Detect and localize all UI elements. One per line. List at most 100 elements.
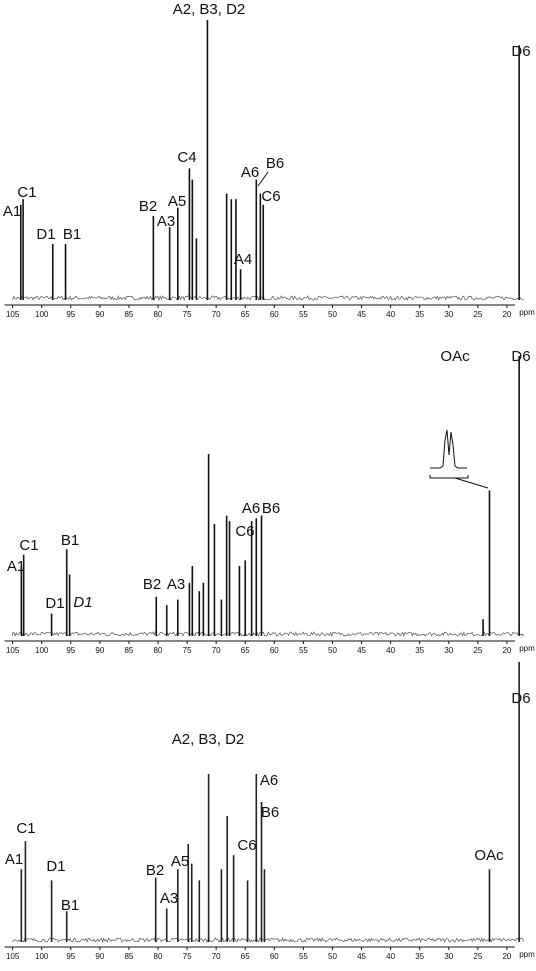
baseline-noise [12,630,525,638]
x-tick-label: 100 [35,952,49,961]
peak-label: D1 [46,858,65,875]
peak-label: A2, B3, D2 [172,731,245,748]
x-tick-label: 65 [241,646,250,655]
peak-label: B1 [61,532,79,549]
peak-label: A6 [260,772,278,789]
x-tick-label: 75 [183,952,192,961]
oac-inset [429,429,489,489]
x-tick-label: 95 [66,646,75,655]
x-tick-label: 70 [212,310,221,319]
peak-label: B1 [63,226,81,243]
x-tick-label: 30 [444,310,453,319]
x-tick-label: 35 [415,952,424,961]
inset-leader [454,477,489,489]
x-tick-label: 55 [299,646,308,655]
x-tick-label: 75 [183,646,192,655]
peak-label: D6 [511,690,530,707]
x-tick-label: 90 [95,952,104,961]
peak-label: D1 [73,594,92,611]
x-tick-label: 30 [444,646,453,655]
x-tick-label: 55 [299,952,308,961]
x-tick-label: 55 [299,310,308,319]
peak-label: A5 [168,193,186,210]
peak-label: A3 [160,890,178,907]
x-axis-label: ppm [519,308,535,317]
x-tick-label: 95 [66,952,75,961]
peak-label: C1 [16,820,35,837]
peak-label: A3 [167,576,185,593]
x-tick-label: 100 [35,310,49,319]
x-tick-label: 105 [6,646,20,655]
peak-label: A3 [157,213,175,230]
x-tick-label: 50 [328,310,337,319]
spectrum-panel: 105 100 95 90 85 80 75 70 65 60 55 50 45 40 35 30 25 20 pp… [4,348,535,655]
x-tick-label: 85 [124,646,133,655]
inset-spectrum [430,429,467,469]
x-tick-label: 65 [241,952,250,961]
x-tick-label: 80 [154,952,163,961]
x-tick-label: 80 [154,310,163,319]
peak-label: A1 [3,203,21,220]
x-tick-label: 50 [328,646,337,655]
x-tick-label: 60 [270,952,279,961]
x-tick-label: 45 [357,646,366,655]
peak-label: B6 [261,804,279,821]
peak-label: B2 [139,198,157,215]
x-tick-label: 70 [212,646,221,655]
x-tick-label: 105 [6,952,20,961]
x-tick-label: 85 [124,310,133,319]
x-tick-label: 80 [154,646,163,655]
x-tick-label: 25 [473,646,482,655]
spectrum-panel: 105 100 95 90 85 80 75 70 65 60 55 50 45 40 35 30 25 20 pp… [4,662,535,961]
x-tick-label: 40 [386,646,395,655]
peak-label: A1 [5,851,23,868]
x-tick-label: 90 [95,310,104,319]
peak-label: C6 [235,523,254,540]
x-tick-label: 85 [124,952,133,961]
x-axis-label: ppm [519,644,535,653]
x-tick-label: 40 [386,310,395,319]
x-tick-label: 45 [357,310,366,319]
baseline-noise [11,937,525,943]
peak-label: D6 [511,348,530,365]
peak-label: C4 [177,149,196,166]
peak-label: OAc [474,847,504,864]
x-tick-label: 30 [444,952,453,961]
x-tick-label: 50 [328,952,337,961]
peak-label: A4 [234,251,252,268]
x-tick-label: 20 [502,310,511,319]
peak-label: D6 [511,43,530,60]
x-tick-label: 90 [95,646,104,655]
peak-label: B6 [266,155,284,172]
peak-label: C6 [237,837,256,854]
peak-label: A6 [241,164,259,181]
peak-label: A6 [242,500,260,517]
peak-label: D1 [36,226,55,243]
peak-label: A1 [7,558,25,575]
x-tick-label: 65 [241,310,250,319]
x-tick-label: 25 [473,310,482,319]
x-tick-label: 60 [270,310,279,319]
x-tick-label: 45 [357,952,366,961]
peak-label: OAc [440,348,470,365]
x-axis-label: ppm [519,950,535,959]
x-tick-label: 100 [35,646,49,655]
peak-label: B1 [61,897,79,914]
x-tick-label: 60 [270,646,279,655]
baseline-noise [12,294,524,301]
x-tick-label: 40 [386,952,395,961]
inset-bracket [429,475,469,479]
peak-label: B2 [146,862,164,879]
peak-label: A5 [171,853,189,870]
b6-leader [257,171,269,187]
x-tick-label: 35 [415,310,424,319]
peak-label: C6 [261,188,280,205]
x-tick-label: 105 [6,310,20,319]
peak-label: B2 [143,576,161,593]
peak-label: D1 [45,595,64,612]
peak-label: A2, B3, D2 [173,1,246,18]
x-tick-label: 35 [415,646,424,655]
x-tick-label: 20 [502,646,511,655]
x-tick-label: 75 [183,310,192,319]
